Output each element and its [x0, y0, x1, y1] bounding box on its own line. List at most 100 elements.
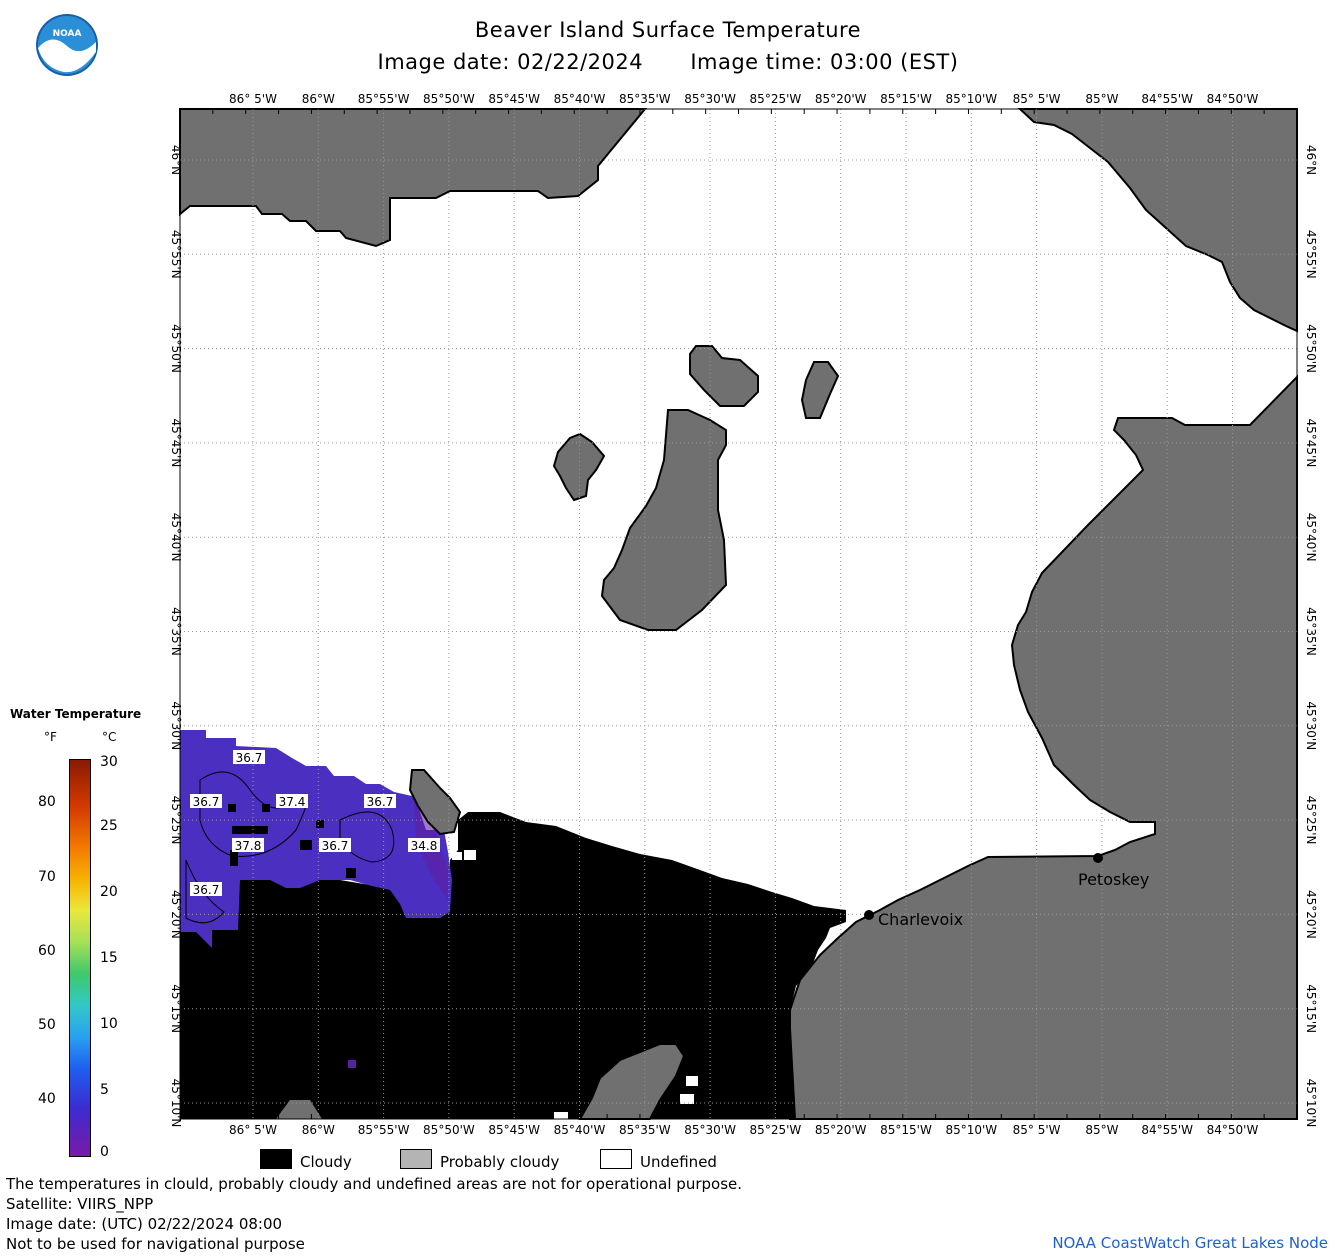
lon-label-top: 85°30'W: [684, 92, 736, 106]
key-label-undefined: Undefined: [640, 1153, 717, 1171]
image-date-time: Image date: 02/22/2024 Image time: 03:00…: [0, 50, 1336, 74]
lat-label-left: 45°45'N: [169, 418, 183, 467]
charlevoix-marker: [864, 910, 874, 920]
unit-celsius: °C: [102, 730, 117, 744]
lon-label-bottom: 85°45'W: [488, 1123, 540, 1137]
tick-c-5: 5: [100, 1082, 109, 1098]
lat-label-left: 45°20'N: [169, 890, 183, 939]
tick-c-15: 15: [100, 950, 118, 966]
lon-label-bottom: 85° 5'W: [1013, 1123, 1061, 1137]
lon-label-bottom: 85°25'W: [750, 1123, 802, 1137]
tick-f-40: 40: [38, 1091, 56, 1107]
footer-satellite: Satellite: VIIRS_NPP: [6, 1195, 154, 1213]
lon-label-top: 85°25'W: [750, 92, 802, 106]
footer-navigation-warning: Not to be used for navigational purpose: [6, 1235, 305, 1253]
temperature-label-box: [276, 794, 308, 808]
lat-label-right: 45°40'N: [1304, 513, 1318, 562]
lon-label-top: 85°15'W: [880, 92, 932, 106]
lon-label-top: 85°45'W: [488, 92, 540, 106]
lat-label-right: 45°15'N: [1304, 984, 1318, 1033]
tick-c-0: 0: [100, 1144, 109, 1160]
city-petoskey: Petoskey: [1078, 870, 1149, 889]
temperature-label: 36.7: [236, 751, 263, 765]
lon-label-top: 85°55'W: [358, 92, 410, 106]
lon-label-bottom: 84°55'W: [1141, 1123, 1193, 1137]
lon-label-bottom: 85°50'W: [423, 1123, 475, 1137]
temperature-label-box: [232, 838, 264, 852]
image-date: Image date: 02/22/2024: [377, 50, 644, 74]
garden-island: [689, 345, 759, 407]
lon-label-top: 85° 5'W: [1013, 92, 1061, 106]
legend-title: Water Temperature: [10, 707, 142, 721]
tick-f-60: 60: [38, 943, 56, 959]
key-swatch-cloudy: [260, 1149, 292, 1169]
lat-label-left: 45°40'N: [169, 513, 183, 562]
temperature-label-box: [233, 750, 265, 764]
lon-label-bottom: 85°20'W: [815, 1123, 867, 1137]
lon-label-top: 86° 5'W: [229, 92, 277, 106]
temperature-label-box: [190, 882, 222, 896]
lon-label-bottom: 85°55'W: [358, 1123, 410, 1137]
lon-label-bottom: 85°15'W: [880, 1123, 932, 1137]
temperature-label: 36.7: [322, 839, 349, 853]
footer-utc-date: Image date: (UTC) 02/22/2024 08:00: [6, 1215, 283, 1233]
lon-label-bottom: 84°50'W: [1207, 1123, 1259, 1137]
lat-label-right: 45°45'N: [1304, 418, 1318, 467]
tick-c-20: 20: [100, 884, 118, 900]
lon-label-top: 85°35'W: [619, 92, 671, 106]
lon-label-bottom: 86°W: [302, 1123, 335, 1137]
lon-label-bottom: 85°40'W: [554, 1123, 606, 1137]
land-north-shore: [179, 108, 648, 248]
temperature-label: 36.7: [193, 795, 220, 809]
tick-f-80: 80: [38, 794, 56, 810]
lon-label-top: 85°10'W: [945, 92, 997, 106]
lat-label-right: 45°20'N: [1304, 890, 1318, 939]
key-swatch-probably-cloudy: [400, 1149, 432, 1169]
lon-label-bottom: 85°30'W: [684, 1123, 736, 1137]
lon-label-top: 84°50'W: [1207, 92, 1259, 106]
temperature-label-group: 36.7 36.7 37.8 37.4 36.7 36.7 34.8 36.7: [190, 750, 440, 897]
petoskey-marker: [1093, 853, 1103, 863]
temperature-label-box: [319, 838, 351, 852]
temperature-label: 37.4: [279, 795, 306, 809]
cloud-area: [180, 812, 846, 1119]
key-swatch-undefined: [600, 1149, 632, 1169]
small-island-west: [408, 769, 462, 836]
temperature-label: 37.8: [235, 839, 262, 853]
unit-fahrenheit: °F: [44, 730, 57, 744]
lon-label-top: 85°W: [1085, 92, 1118, 106]
lat-label-left: 45°15'N: [169, 984, 183, 1033]
tick-c-10: 10: [100, 1016, 118, 1032]
tick-f-50: 50: [38, 1017, 56, 1033]
lat-label-right: 45°55'N: [1304, 230, 1318, 279]
lat-label-left: 45°30'N: [169, 701, 183, 750]
lon-label-top: 86°W: [302, 92, 335, 106]
land-east-mainland: [789, 374, 1298, 1120]
lon-label-top: 84°55'W: [1141, 92, 1193, 106]
lon-label-bottom: 85°W: [1085, 1123, 1118, 1137]
logo-text: NOAA: [53, 29, 82, 39]
lat-label-right: 45°35'N: [1304, 607, 1318, 656]
water-temperature-region: [180, 730, 452, 948]
lon-label-bottom: 85°10'W: [945, 1123, 997, 1137]
temperature-label: 36.7: [367, 795, 394, 809]
lat-label-right: 45°30'N: [1304, 701, 1318, 750]
temperature-label: 36.7: [193, 883, 220, 897]
axis-labels: 86° 5'W 86° 5'W 86°W 86°W 85°55'W 85°55'W 85°5…: [169, 92, 1318, 1137]
lon-label-bottom: 86° 5'W: [229, 1123, 277, 1137]
lon-label-top: 85°20'W: [815, 92, 867, 106]
hog-island: [800, 361, 840, 419]
map-title: Beaver Island Surface Temperature: [474, 18, 862, 42]
temperature-label-box: [364, 794, 396, 808]
city-charlevoix: Charlevoix: [878, 910, 963, 929]
lat-label-right: 45°25'N: [1304, 796, 1318, 845]
key-label-probably-cloudy: Probably cloudy: [440, 1153, 560, 1171]
temperature-label-box: [408, 838, 440, 852]
lat-label-left: 45°25'N: [169, 796, 183, 845]
lat-label-left: 46°N: [169, 145, 183, 175]
lat-label-right: 46°N: [1304, 145, 1318, 175]
south-island-small: [276, 1100, 322, 1119]
high-island: [552, 432, 606, 502]
tick-c-25: 25: [100, 818, 118, 834]
